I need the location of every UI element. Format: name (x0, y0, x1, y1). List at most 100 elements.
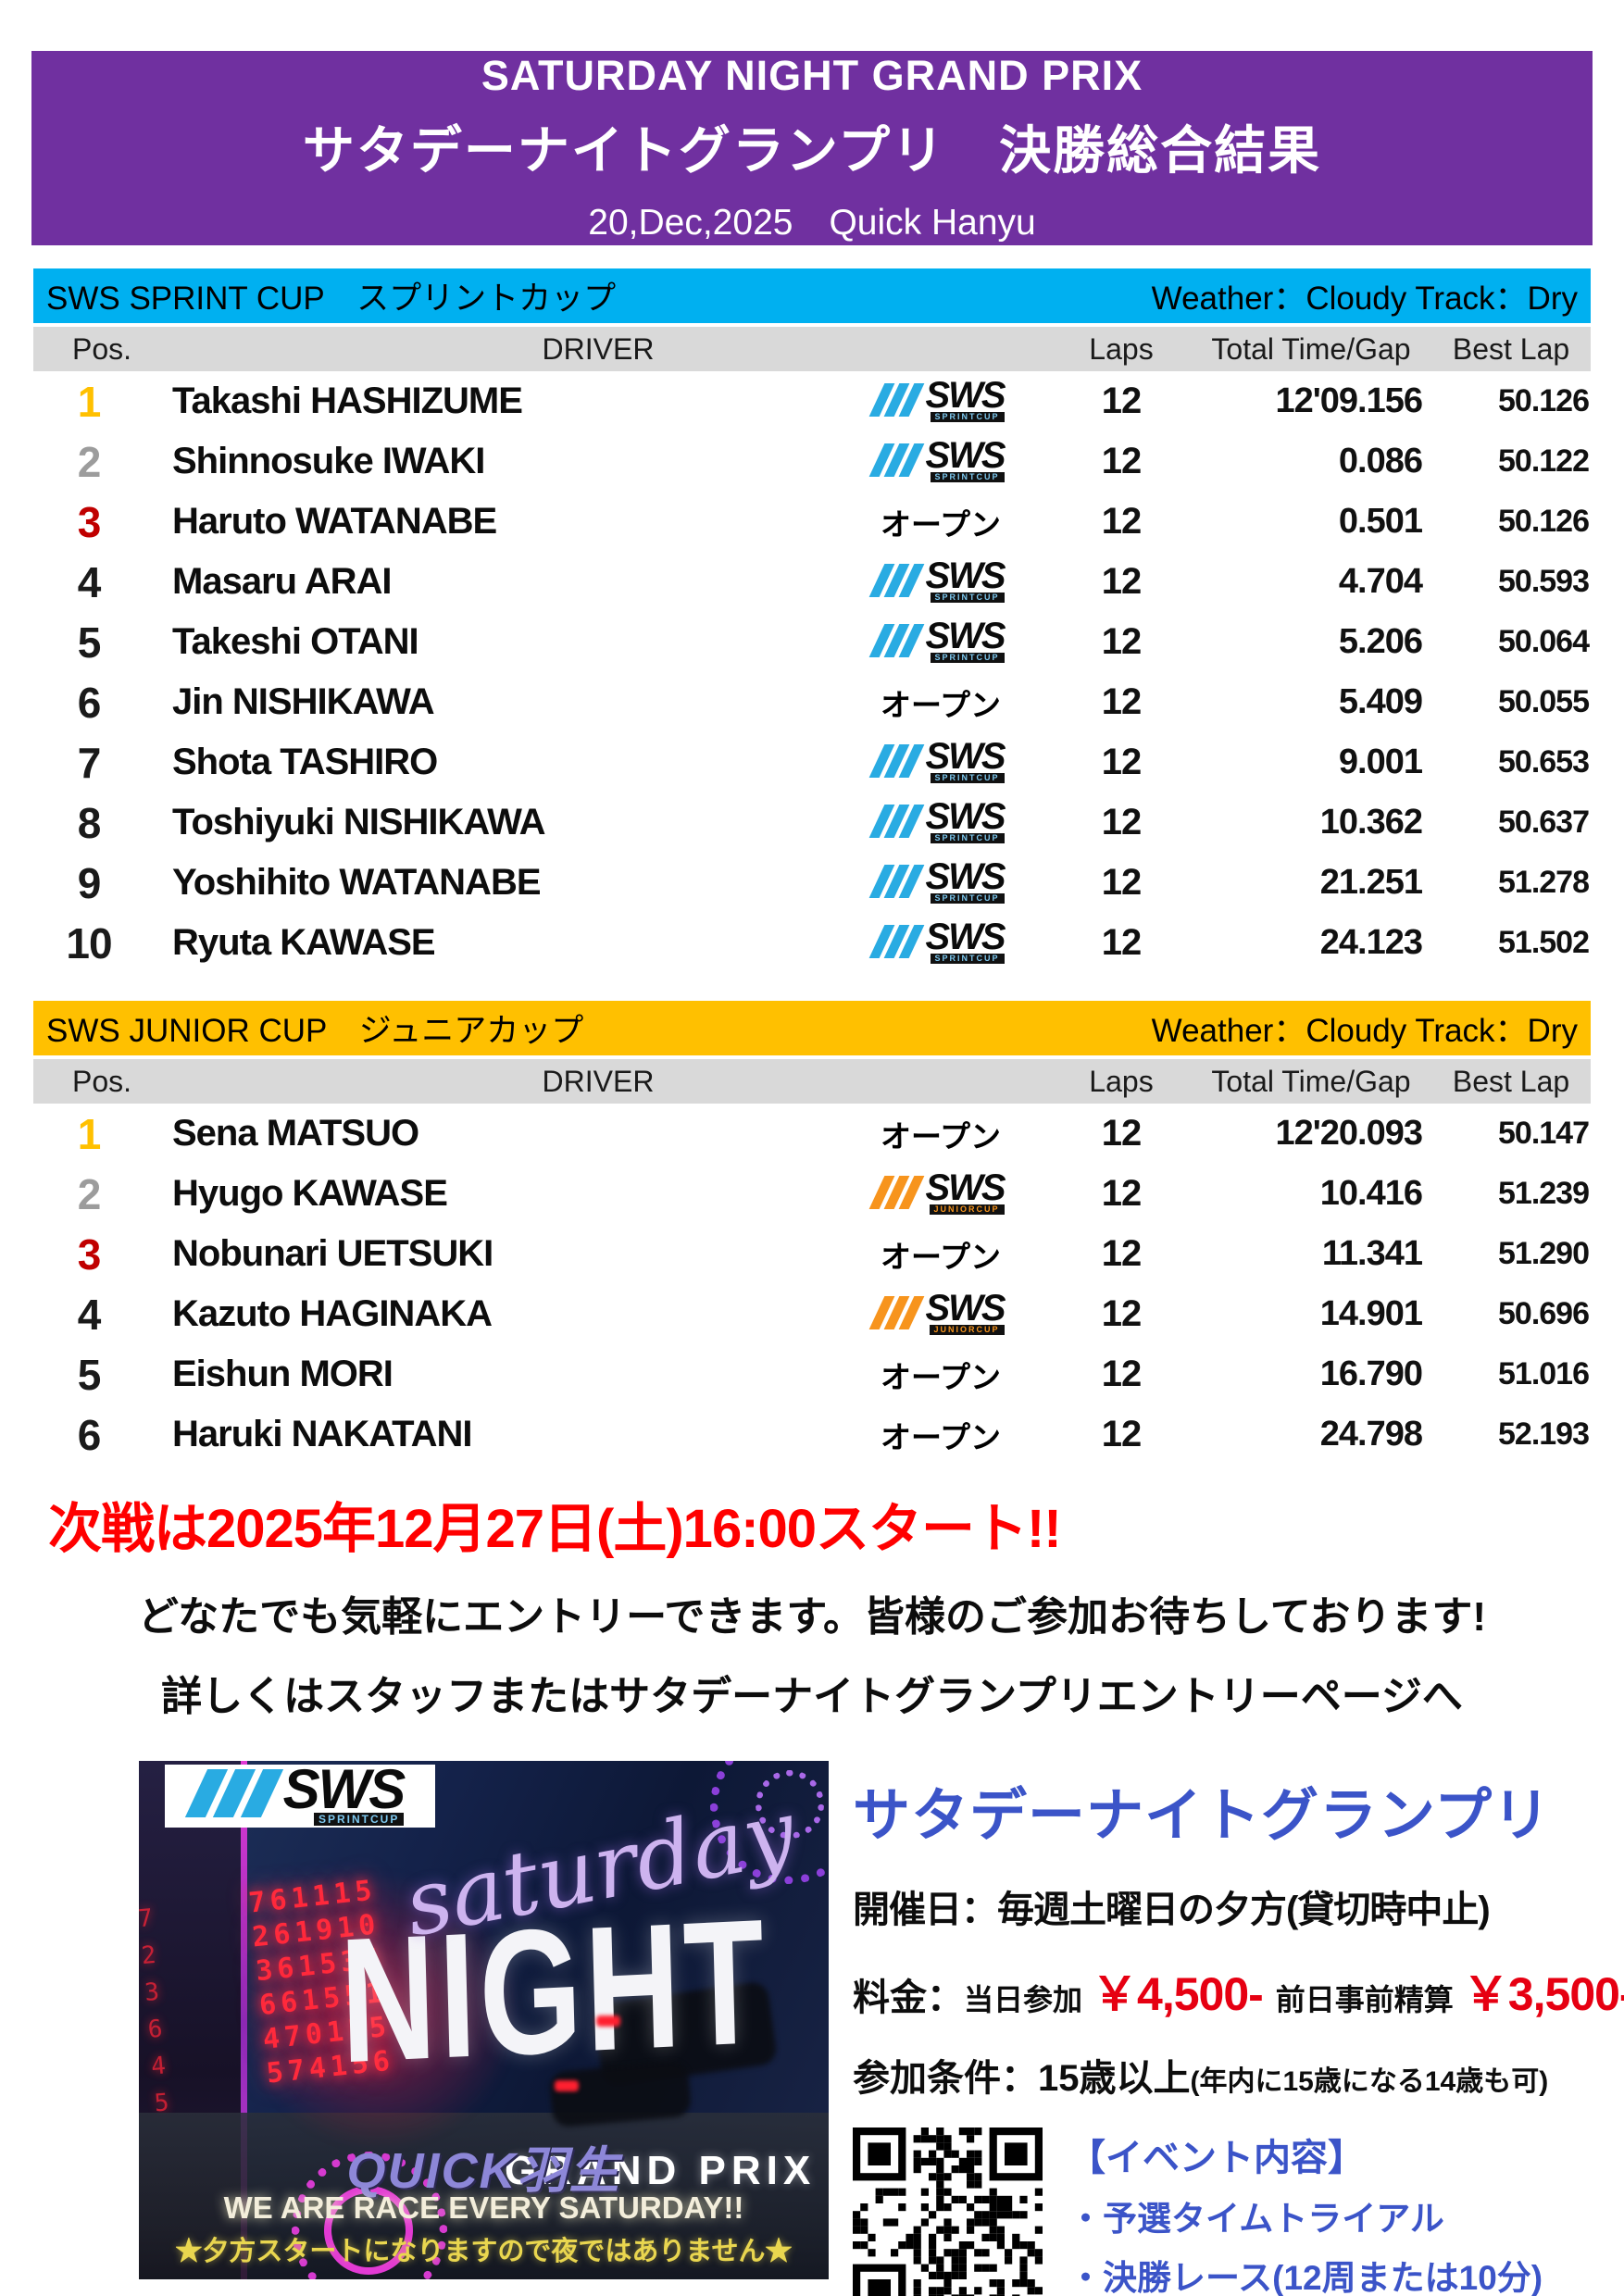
driver-name: Takeshi OTANI (172, 621, 419, 662)
laps-cell: 12 (1101, 561, 1143, 602)
best-lap-cell: 51.016 (1498, 1356, 1590, 1391)
table-row: 4 Kazuto HAGINAKA SWS JUNIORCUP 12 14.901 50.6… (33, 1284, 1591, 1344)
total-time-cell: 12'09.156 (1275, 381, 1423, 420)
sws-sub-label: SPRINTCUP (930, 592, 1005, 603)
best-lap-cell: 52.193 (1498, 1416, 1590, 1452)
best-lap-cell: 50.122 (1498, 443, 1590, 479)
best-lap-cell: 50.126 (1498, 504, 1590, 539)
junior-cup-title: SWS JUNIOR CUP ジュニアカップ (46, 1013, 584, 1049)
sws-sub-label: SPRINTCUP (930, 652, 1005, 663)
total-time-cell: 21.251 (1319, 863, 1423, 902)
entry-badge: オープン (830, 1353, 1052, 1397)
entry-badge: オープン (830, 1232, 1052, 1277)
fee-pre-price: ￥3,500- (1462, 1968, 1624, 2020)
event-title-en: SATURDAY NIGHT GRAND PRIX (481, 51, 1143, 99)
footer: 7 2 3 6 4 5 761115 261910 361535 661551 … (139, 1761, 1624, 2296)
best-lap-cell: 51.502 (1498, 925, 1590, 960)
col-laps: Laps (1089, 1064, 1154, 1098)
poster-note: ★夕方スタートになりますので夜ではありません★ (175, 2237, 793, 2266)
sws-wordmark: SWS (925, 375, 1006, 417)
table-row: 1 Sena MATSUO オープン 12 12'20.093 50.147 (33, 1104, 1591, 1164)
sprint-table-header: Pos. DRIVER Laps Total Time/Gap Best Lap (33, 327, 1591, 371)
sws-stripes-icon (869, 865, 925, 899)
laps-cell: 12 (1101, 1414, 1143, 1454)
entry-badge: SWS SPRINTCUP (830, 796, 1052, 843)
event-content-block: 【イベント内容】 ・予選タイムトライアル ・決勝レース(12周または10分) 当… (1068, 2128, 1546, 2296)
sws-stripes-icon (184, 1768, 283, 1817)
dot-circle-decoration (292, 2152, 447, 2279)
event-banner: SATURDAY NIGHT GRAND PRIX サタデーナイトグランプリ 決… (31, 51, 1593, 245)
laps-cell: 12 (1101, 802, 1143, 842)
entry-badge: SWS JUNIORCUP (830, 1169, 1052, 1215)
led-glow-effect (241, 1872, 518, 2150)
sws-wordmark: SWS (925, 856, 1006, 898)
sws-wordmark: SWS (925, 435, 1006, 477)
sws-sub-label: SPRINTCUP (930, 471, 1005, 482)
best-lap-cell: 50.147 (1498, 1116, 1590, 1151)
laps-cell: 12 (1101, 621, 1143, 662)
qr-code (853, 2128, 1043, 2296)
laps-cell: 12 (1101, 862, 1143, 903)
table-row: 5 Eishun MORI オープン 12 16.790 51.016 (33, 1344, 1591, 1404)
sprint-cup-title: SWS SPRINT CUP スプリントカップ (46, 281, 617, 317)
dot-circle-decoration (710, 1761, 829, 1884)
driver-name: Toshiyuki NISHIKAWA (172, 802, 546, 842)
poster-grand-prix-word: GRAND PRIX (505, 2148, 817, 2193)
open-entry-label: オープン (880, 1359, 1002, 1394)
led-scoreboard-side: 7 2 3 6 4 5 (139, 1903, 176, 2118)
poster-venue-name: QUICK羽生 (346, 2143, 621, 2199)
sws-stripes-icon (869, 1176, 925, 1210)
driver-name: Yoshihito WATANABE (172, 862, 542, 903)
table-row: 9 Yoshihito WATANABE SWS SPRINTCUP 12 21.251 5… (33, 853, 1591, 913)
sws-sprint-logo: SWS SPRINTCUP (869, 618, 1006, 663)
table-row: 2 Shinnosuke IWAKI SWS SPRINTCUP 12 0.086 50.1… (33, 431, 1591, 492)
entry-badge: SWS SPRINTCUP (830, 618, 1052, 663)
position-cell: 4 (77, 557, 102, 606)
table-row: 4 Masaru ARAI SWS SPRINTCUP 12 4.704 50.593 (33, 552, 1591, 612)
entry-badge: SWS SPRINTCUP (830, 856, 1052, 904)
sws-stripes-icon (869, 1296, 925, 1330)
laps-cell: 12 (1101, 922, 1143, 963)
position-cell: 3 (77, 1229, 102, 1279)
position-cell: 5 (77, 618, 102, 667)
info-condition-line: 参加条件：15歳以上 (年内に15歳になる14歳も可) (853, 2048, 1556, 2102)
table-row: 3 Nobunari UETSUKI オープン 12 11.341 51.290 (33, 1224, 1591, 1284)
position-cell: 10 (66, 918, 112, 967)
best-lap-cell: 50.653 (1498, 744, 1590, 780)
driver-name: Shota TASHIRO (172, 742, 438, 782)
fee-label: 料金： (853, 1978, 964, 2018)
col-best: Best Lap (1452, 1064, 1570, 1098)
total-time-cell: 24.798 (1319, 1415, 1423, 1454)
total-time-cell: 24.123 (1319, 923, 1423, 962)
kart-taillight (596, 2015, 620, 2027)
open-entry-label: オープン (880, 687, 1002, 722)
position-cell: 5 (77, 1350, 102, 1399)
laps-cell: 12 (1101, 742, 1143, 782)
position-cell: 2 (77, 1169, 102, 1218)
driver-name: Takashi HASHIZUME (172, 381, 523, 421)
junior-results-table: 1 Sena MATSUO オープン 12 12'20.093 50.147 2 Hyugo … (33, 1104, 1591, 1465)
total-time-cell: 11.341 (1321, 1234, 1423, 1273)
table-row: 7 Shota TASHIRO SWS SPRINTCUP 12 9.001 50.653 (33, 732, 1591, 792)
sws-sub-label: SPRINTCUP (930, 411, 1005, 422)
kart-taillight (555, 2080, 579, 2091)
table-row: 8 Toshiyuki NISHIKAWA SWS SPRINTCUP 12 10.362… (33, 792, 1591, 853)
total-time-cell: 10.362 (1319, 803, 1423, 842)
sws-stripes-icon (869, 624, 925, 658)
best-lap-cell: 50.064 (1498, 624, 1590, 659)
sws-stripes-icon (869, 925, 925, 959)
best-lap-cell: 51.278 (1498, 865, 1590, 900)
entry-badge: オープン (830, 500, 1052, 544)
position-cell: 9 (77, 858, 102, 907)
entry-badge: オープン (830, 1413, 1052, 1457)
sws-stripes-icon (869, 383, 925, 418)
col-best: Best Lap (1452, 331, 1570, 366)
entry-invitation-text: どなたでも気軽にエントリーできます。皆様のご参加お待ちしております! (137, 1594, 1487, 1640)
sws-stripes-icon (869, 805, 925, 839)
total-time-cell: 5.409 (1338, 682, 1423, 721)
condition-sub: (年内に15歳になる14歳も可) (1190, 2066, 1549, 2097)
sws-wordmark: SWS (925, 796, 1006, 838)
fee-day-price: ￥4,500- (1092, 1968, 1264, 2020)
driver-name: Haruki NAKATANI (172, 1414, 473, 1454)
event-content-header: 【イベント内容】 (1068, 2138, 1365, 2178)
